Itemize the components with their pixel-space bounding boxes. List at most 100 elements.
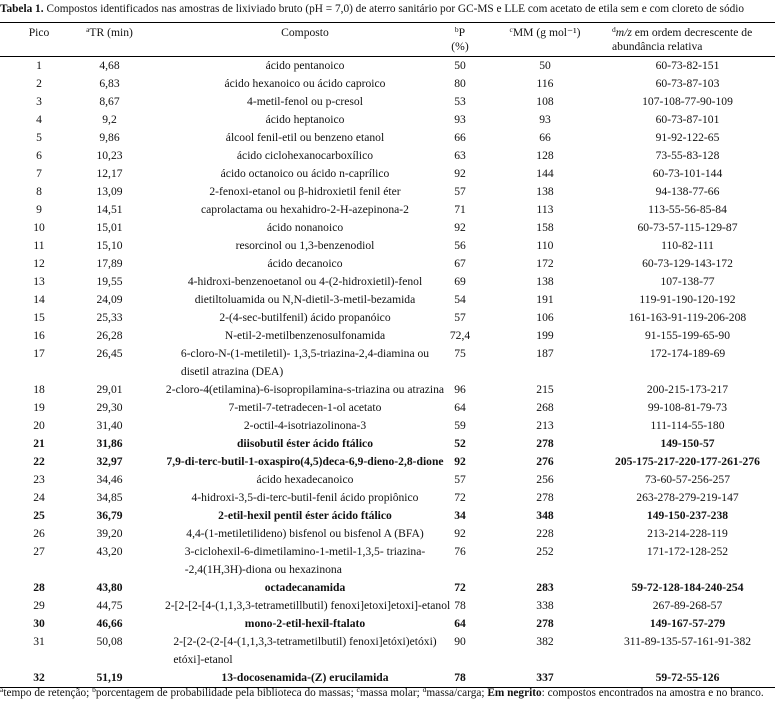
table-cell: 12	[33, 257, 45, 270]
footnote-text: tempo de retenção;	[3, 687, 93, 699]
table-cell: 93	[454, 113, 466, 126]
table-cell: 172	[536, 257, 554, 270]
table-cell: 144	[536, 167, 554, 180]
header-cell: Composto	[165, 23, 445, 57]
cell-line: 2-[2-(2-(2-[4-(1,1,3,3-tetrametilbutil) …	[173, 635, 437, 648]
table-cell: 73-60-57-256-257	[644, 473, 730, 486]
table-cell: 3	[36, 95, 42, 108]
table-cell: 66	[539, 131, 551, 144]
table-cell: 18	[33, 383, 45, 396]
cell-line: 3-ciclohexil-6-dimetilamino-1-metil-1,3,…	[184, 545, 426, 558]
table-cell: 348	[536, 509, 554, 522]
table-cell: 138	[536, 185, 554, 198]
table-cell: 32,97	[96, 455, 123, 468]
table-row: 29 44,75 2-[2-[2-[4-(1,1,3,3-tetrametillbu…	[0, 597, 775, 615]
header-text: P (%)	[451, 26, 469, 53]
table-row: 25 36,79 2-etil-hexil pentil éster ácido f…	[0, 507, 775, 525]
table-cell: 29,30	[96, 401, 123, 414]
table-cell: 17,89	[96, 257, 123, 270]
table-cell: 69	[454, 275, 466, 288]
table-cell: 94-138-77-66	[655, 185, 720, 198]
header-text: TR (min)	[89, 26, 133, 39]
table-cell: 59-72-55-126	[655, 671, 720, 684]
table-cell: 57	[454, 311, 466, 324]
table-cell: 9,86	[99, 131, 120, 144]
table-cell: 36,79	[96, 509, 123, 522]
table-cell: 31,86	[96, 437, 123, 450]
table-cell: 67	[454, 257, 466, 270]
table-cell: 60-73-101-144	[652, 167, 723, 180]
cell-lines: 2-[2-(2-(2-[4-(1,1,3,3-tetrametilbutil) …	[173, 633, 436, 669]
footnote-text: massa molar;	[359, 687, 423, 699]
table-row: 15 25,33 2-(4-sec-butilfenil) ácido propan…	[0, 309, 775, 327]
table-cell: 110	[536, 239, 554, 252]
table-cell: resorcinol ou 1,3-benzenodiol	[235, 239, 375, 252]
table-cell: 252	[536, 545, 554, 558]
header-text: Pico	[28, 26, 50, 39]
table-cell: 90	[454, 635, 466, 648]
table-cell: 44,75	[96, 599, 123, 612]
table-cell: 99-108-81-79-73	[647, 401, 728, 414]
table-cell: 2-[2-(2-(2-[4-(1,1,3,3-tetrametilbutil) …	[165, 633, 445, 669]
header-cell: aTR (min)	[78, 23, 165, 57]
table-cell: 283	[536, 581, 554, 594]
cell-line: -2,4(1H,3H)-diona ou hexazinona	[184, 563, 342, 576]
table-cell: 60-73-129-143-172	[642, 257, 733, 270]
table-cell: 52	[454, 437, 466, 450]
table-cell: 91-92-122-65	[655, 131, 720, 144]
table-row: 18 29,01 2-cloro-4(etilamina)-6-isopropila…	[0, 381, 775, 399]
table-cell: 2-(4-sec-butilfenil) ácido propanóico	[219, 311, 391, 324]
table-cell: 16	[33, 329, 45, 342]
table-cell: 27	[33, 545, 45, 558]
table-row: 5 9,86 álcool fenil-etil ou benzeno etanol…	[0, 129, 775, 147]
table-row: 6 10,23 ácido ciclohexanocarboxílico 63 128 7…	[0, 147, 775, 165]
table-cell: 50,08	[96, 635, 123, 648]
table-cell: 8,67	[99, 95, 120, 108]
table-cell: 111-114-55-180	[650, 419, 725, 432]
table-cell: 263-278-279-219-147	[636, 491, 739, 504]
footnote-marker: d	[612, 25, 616, 34]
table-cell: 4-hidroxi-3,5-di-terc-butil-fenil ácido …	[191, 491, 419, 504]
table-cell: 50	[454, 59, 466, 72]
table-row: 26 39,20 4,4-(1-metiletilideno) bisfenol o…	[0, 525, 775, 543]
table-cell: 7	[36, 167, 42, 180]
table-cell: 4,4-(1-metiletilideno) bisfenol ou bisfe…	[186, 527, 424, 540]
header-cell: bP (%)	[445, 23, 500, 57]
table-cell: 213-214-228-119	[647, 527, 728, 540]
table-cell: 22	[33, 455, 45, 468]
table-row: 20 31,40 2-octil-4-isotriazolinona-3 59 213 1…	[0, 417, 775, 435]
caption: Tabela 1. Compostos identificados nas amo…	[0, 3, 775, 15]
table-cell: 8	[36, 185, 42, 198]
table-cell: 311-89-135-57-161-91-382	[623, 635, 752, 648]
cell-line: disetil atrazina (DEA)	[180, 365, 284, 378]
table-cell: N-etil-2-metilbenzenosulfonamida	[224, 329, 386, 342]
table-cell: 149-150-237-238	[646, 509, 729, 522]
table-cell: 19	[33, 401, 45, 414]
table-cell: 43,80	[96, 581, 123, 594]
table-cell: 14	[33, 293, 45, 306]
table-cell: 116	[536, 77, 554, 90]
table-cell: 30	[33, 617, 45, 630]
table-cell: 7-metil-7-tetradecen-1-ol acetato	[228, 401, 382, 414]
table-cell: 278	[536, 617, 554, 630]
table-cell: 25	[33, 509, 45, 522]
table-cell: dietiltoluamida ou N,N-dietil-3-metil-be…	[194, 293, 416, 306]
table-cell: 78	[454, 599, 466, 612]
table-cell: 187	[536, 347, 554, 360]
table-cell: ácido hexanoico ou ácido caproico	[224, 77, 386, 90]
footnote-marker: a	[86, 25, 90, 34]
table-cell: ácido decanoico	[267, 257, 343, 270]
table-cell: 20	[33, 419, 45, 432]
table-cell: 92	[454, 221, 466, 234]
footnote-marker: b	[454, 25, 459, 34]
header-text: MM (g mol⁻¹)	[512, 26, 581, 39]
table-cell: 75	[454, 347, 466, 360]
table-row: 2 6,83 ácido hexanoico ou ácido caproico 80…	[0, 75, 775, 93]
table-cell: 17	[33, 347, 45, 360]
table-cell: 6	[36, 149, 42, 162]
table-row: 1 4,68 ácido pentanoico 50 50 60-73-82-151	[0, 57, 775, 76]
table-cell: 337	[536, 671, 554, 684]
table-cell: 60-73-87-101	[655, 113, 720, 126]
